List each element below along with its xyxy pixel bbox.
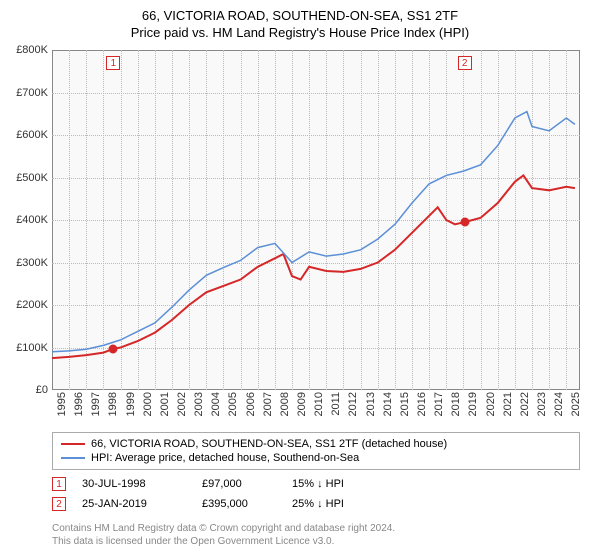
- y-tick-label: £0: [36, 384, 48, 396]
- x-tick-label: 2003: [193, 392, 205, 416]
- x-tick-label: 2012: [347, 392, 359, 416]
- y-tick-label: £100K: [16, 342, 48, 354]
- y-tick-label: £300K: [16, 257, 48, 269]
- legend-item: 66, VICTORIA ROAD, SOUTHEND-ON-SEA, SS1 …: [61, 437, 571, 451]
- x-tick-label: 2025: [570, 392, 582, 416]
- x-tick-label: 2008: [279, 392, 291, 416]
- x-tick-label: 2021: [502, 392, 514, 416]
- x-tick-label: 2004: [210, 392, 222, 416]
- chart-lines: [52, 50, 580, 390]
- legend-item: HPI: Average price, detached house, Sout…: [61, 451, 571, 465]
- x-tick-label: 1995: [56, 392, 68, 416]
- x-tick-label: 1998: [107, 392, 119, 416]
- sale-point-dot: [109, 344, 118, 353]
- x-tick-label: 2023: [536, 392, 548, 416]
- x-tick-label: 2016: [416, 392, 428, 416]
- sales-row: 2 25-JAN-2019 £395,000 25% ↓ HPI: [52, 494, 580, 514]
- y-tick-label: £700K: [16, 87, 48, 99]
- x-tick-label: 2006: [245, 392, 257, 416]
- sale-marker-flag: 2: [458, 56, 472, 70]
- x-tick-label: 1997: [90, 392, 102, 416]
- sale-marker-flag: 1: [106, 56, 120, 70]
- sale-marker-box: 2: [52, 497, 66, 511]
- sales-row: 1 30-JUL-1998 £97,000 15% ↓ HPI: [52, 474, 580, 494]
- x-tick-label: 2005: [227, 392, 239, 416]
- x-tick-label: 1999: [125, 392, 137, 416]
- sale-price: £395,000: [202, 498, 292, 510]
- chart-title: 66, VICTORIA ROAD, SOUTHEND-ON-SEA, SS1 …: [0, 8, 600, 23]
- legend: 66, VICTORIA ROAD, SOUTHEND-ON-SEA, SS1 …: [52, 432, 580, 470]
- sale-date: 30-JUL-1998: [82, 478, 202, 490]
- x-tick-label: 2019: [467, 392, 479, 416]
- sale-date: 25-JAN-2019: [82, 498, 202, 510]
- y-tick-label: £400K: [16, 214, 48, 226]
- legend-label: 66, VICTORIA ROAD, SOUTHEND-ON-SEA, SS1 …: [91, 438, 447, 450]
- y-tick-label: £200K: [16, 299, 48, 311]
- license-text: Contains HM Land Registry data © Crown c…: [52, 522, 395, 548]
- x-tick-label: 2001: [159, 392, 171, 416]
- sale-price: £97,000: [202, 478, 292, 490]
- chart-plot-area: £0£100K£200K£300K£400K£500K£600K£700K£80…: [52, 50, 580, 390]
- sale-pct: 25% ↓ HPI: [292, 498, 352, 510]
- x-tick-label: 2010: [313, 392, 325, 416]
- y-tick-label: £500K: [16, 172, 48, 184]
- legend-swatch: [61, 457, 85, 459]
- x-tick-label: 2013: [365, 392, 377, 416]
- y-tick-label: £600K: [16, 129, 48, 141]
- title-block: 66, VICTORIA ROAD, SOUTHEND-ON-SEA, SS1 …: [0, 0, 600, 40]
- x-tick-label: 2002: [176, 392, 188, 416]
- x-tick-label: 2014: [382, 392, 394, 416]
- x-tick-label: 2007: [262, 392, 274, 416]
- x-tick-label: 2011: [330, 392, 342, 416]
- y-tick-label: £800K: [16, 44, 48, 56]
- x-tick-label: 2015: [399, 392, 411, 416]
- x-tick-label: 2022: [519, 392, 531, 416]
- chart-container: 66, VICTORIA ROAD, SOUTHEND-ON-SEA, SS1 …: [0, 0, 600, 560]
- sale-marker-box: 1: [52, 477, 66, 491]
- legend-label: HPI: Average price, detached house, Sout…: [91, 452, 359, 464]
- x-tick-label: 2020: [485, 392, 497, 416]
- chart-subtitle: Price paid vs. HM Land Registry's House …: [0, 25, 600, 40]
- x-tick-label: 2009: [296, 392, 308, 416]
- x-tick-label: 2017: [433, 392, 445, 416]
- x-tick-label: 2018: [450, 392, 462, 416]
- x-tick-label: 2024: [553, 392, 565, 416]
- sale-point-dot: [460, 218, 469, 227]
- series-hpi: [52, 112, 575, 352]
- x-tick-label: 1996: [73, 392, 85, 416]
- sale-pct: 15% ↓ HPI: [292, 478, 352, 490]
- legend-swatch: [61, 443, 85, 445]
- x-tick-label: 2000: [142, 392, 154, 416]
- sales-table: 1 30-JUL-1998 £97,000 15% ↓ HPI 2 25-JAN…: [52, 474, 580, 514]
- series-price_paid: [52, 175, 575, 358]
